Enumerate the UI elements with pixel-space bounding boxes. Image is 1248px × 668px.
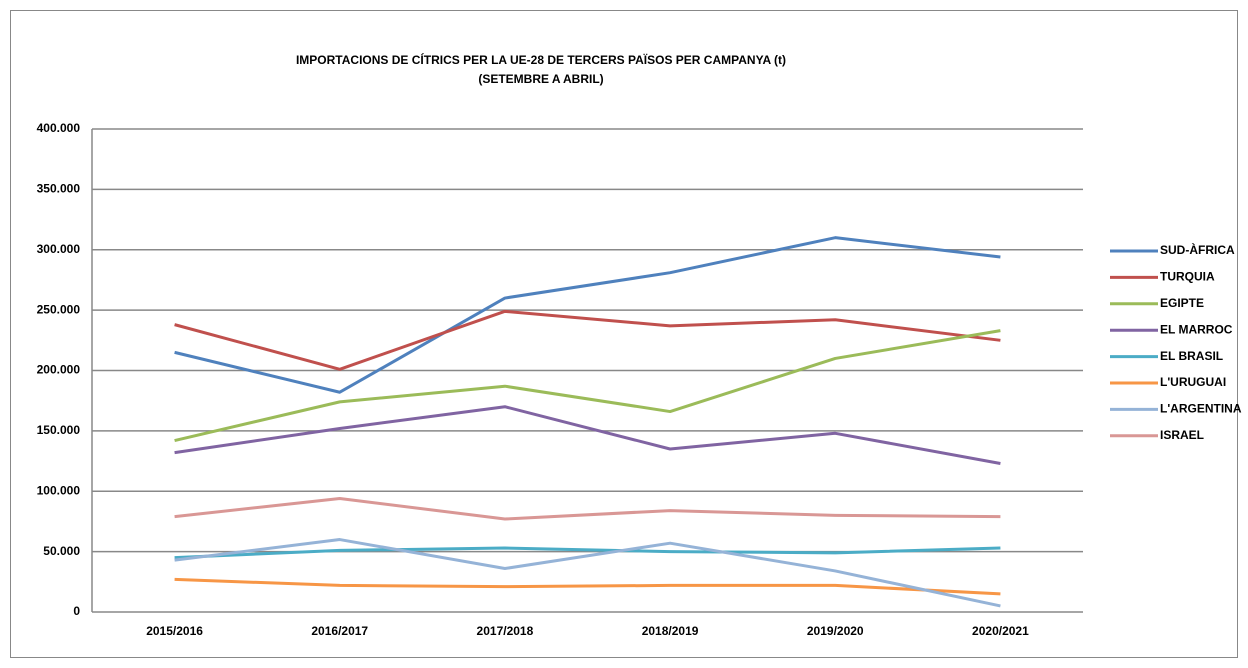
series-line [174, 546, 1001, 560]
legend-label: EL BRASIL [1160, 349, 1223, 363]
y-tick-label: 100.000 [37, 483, 81, 497]
y-tick-label: 200.000 [37, 363, 81, 377]
y-tick-label: 50.000 [43, 544, 80, 558]
x-tick-label: 2018/2019 [642, 624, 699, 638]
legend-label: EL MARROC [1160, 322, 1233, 336]
x-tick-label: 2020/2021 [972, 624, 1029, 638]
legend-label: L'URUGUAI [1160, 375, 1226, 389]
series-line [174, 577, 1001, 596]
x-tick-label: 2019/2020 [807, 624, 864, 638]
series-line [174, 496, 1001, 521]
chart-title: IMPORTACIONS DE CÍTRICS PER LA UE-28 DE … [296, 52, 786, 67]
x-tick-label: 2015/2016 [146, 624, 203, 638]
legend-label: L'ARGENTINA [1160, 402, 1242, 416]
series-line [174, 538, 1001, 608]
legend-label: ISRAEL [1160, 428, 1204, 442]
y-tick-label: 300.000 [37, 242, 81, 256]
y-tick-label: 350.000 [37, 182, 81, 196]
series-line [174, 329, 1001, 442]
chart-border [10, 10, 1238, 658]
legend-label: SUD-ÀFRICA [1160, 242, 1235, 257]
y-tick-label: 250.000 [37, 302, 81, 316]
series-line [174, 405, 1001, 465]
y-tick-label: 150.000 [37, 423, 81, 437]
series-line [174, 309, 1001, 371]
series-line [174, 236, 1001, 394]
legend-label: EGIPTE [1160, 296, 1204, 310]
x-tick-label: 2016/2017 [311, 624, 368, 638]
y-tick-label: 400.000 [37, 121, 81, 135]
y-tick-label: 0 [73, 604, 80, 618]
legend-label: TURQUIA [1160, 270, 1215, 284]
x-tick-label: 2017/2018 [477, 624, 534, 638]
chart-subtitle: (SETEMBRE A ABRIL) [478, 72, 603, 86]
